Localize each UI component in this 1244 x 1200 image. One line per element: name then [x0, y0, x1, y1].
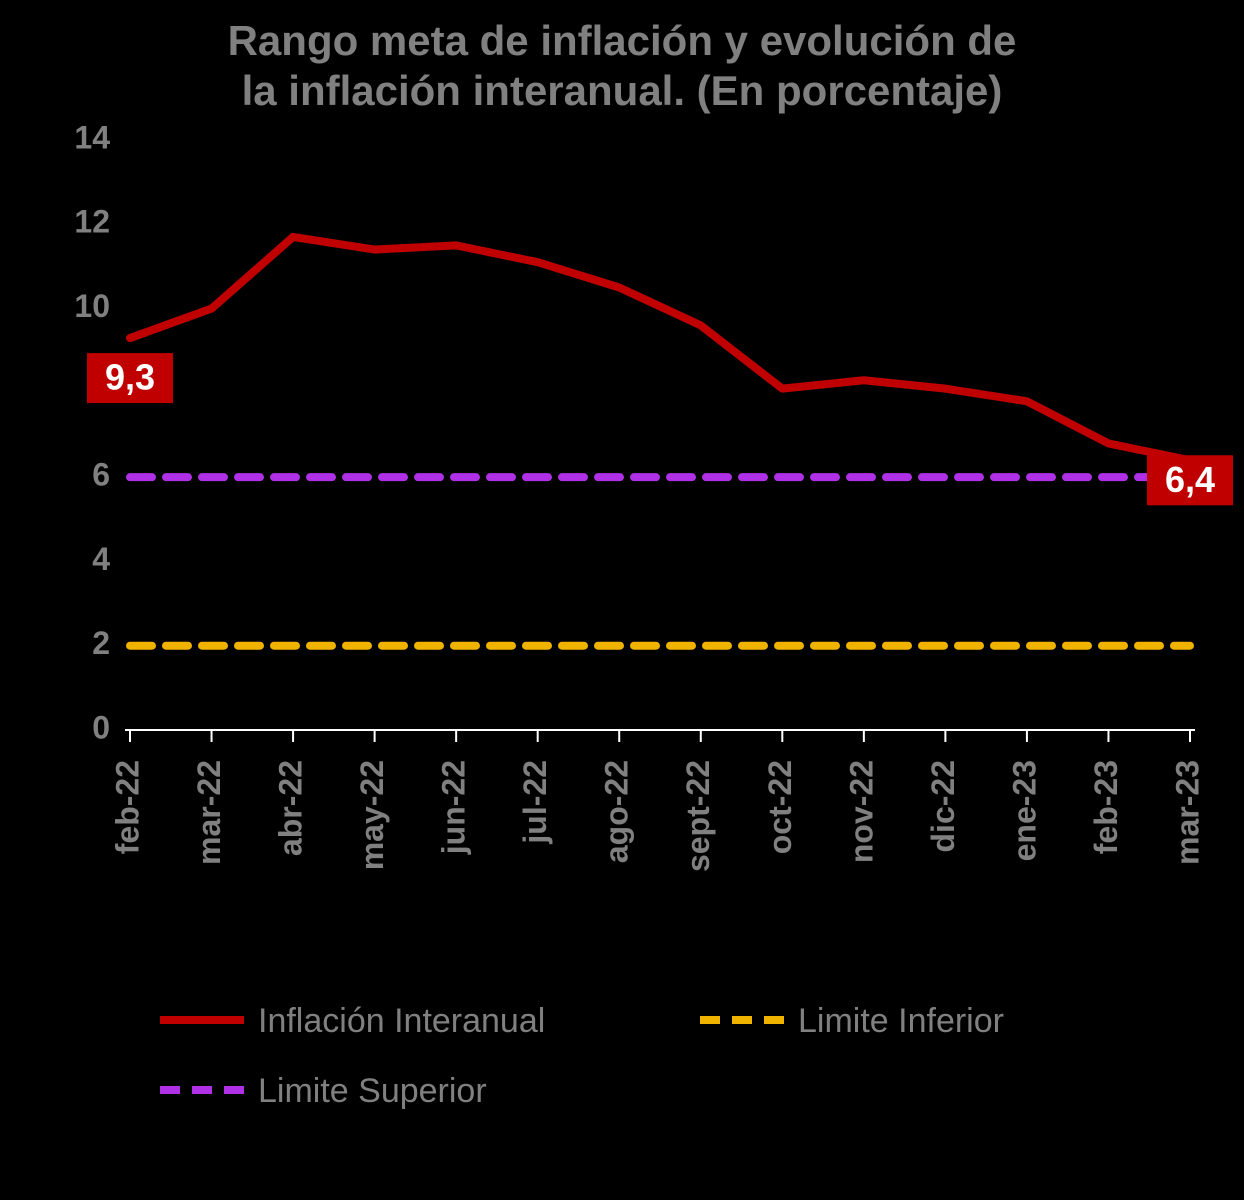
x-tick-label: ago-22: [599, 760, 635, 863]
x-tick-label: ene-23: [1006, 760, 1042, 861]
x-tick-label: jul-22: [517, 760, 553, 845]
x-tick-label: sept-22: [680, 760, 716, 872]
y-tick-label: 10: [74, 288, 110, 324]
x-tick-label: feb-23: [1088, 760, 1124, 854]
data-label: 6,4: [1165, 459, 1215, 500]
y-tick-label: 12: [74, 204, 110, 240]
chart-title-line2: la inflación interanual. (En porcentaje): [242, 67, 1003, 114]
x-tick-label: mar-22: [191, 760, 227, 865]
x-tick-label: abr-22: [273, 760, 309, 856]
y-tick-label: 0: [92, 709, 110, 745]
x-tick-label: dic-22: [925, 760, 961, 852]
x-tick-label: jun-22: [436, 760, 472, 855]
x-tick-label: may-22: [354, 760, 390, 870]
y-tick-label: 2: [92, 625, 110, 661]
inflation-chart: Rango meta de inflación y evolución dela…: [0, 0, 1244, 1200]
x-tick-label: oct-22: [762, 760, 798, 854]
y-tick-label: 14: [74, 119, 110, 155]
legend-label: Limite Inferior: [798, 1002, 1004, 1040]
x-tick-label: nov-22: [843, 760, 879, 863]
y-tick-label: 4: [92, 541, 110, 577]
chart-title-line1: Rango meta de inflación y evolución de: [228, 17, 1017, 64]
x-tick-label: mar-23: [1169, 760, 1205, 865]
y-tick-label: 6: [92, 457, 110, 493]
legend-label: Limite Superior: [258, 1072, 487, 1110]
data-label: 9,3: [105, 357, 155, 398]
x-tick-label: feb-22: [109, 760, 145, 854]
legend-label: Inflación Interanual: [258, 1002, 545, 1040]
